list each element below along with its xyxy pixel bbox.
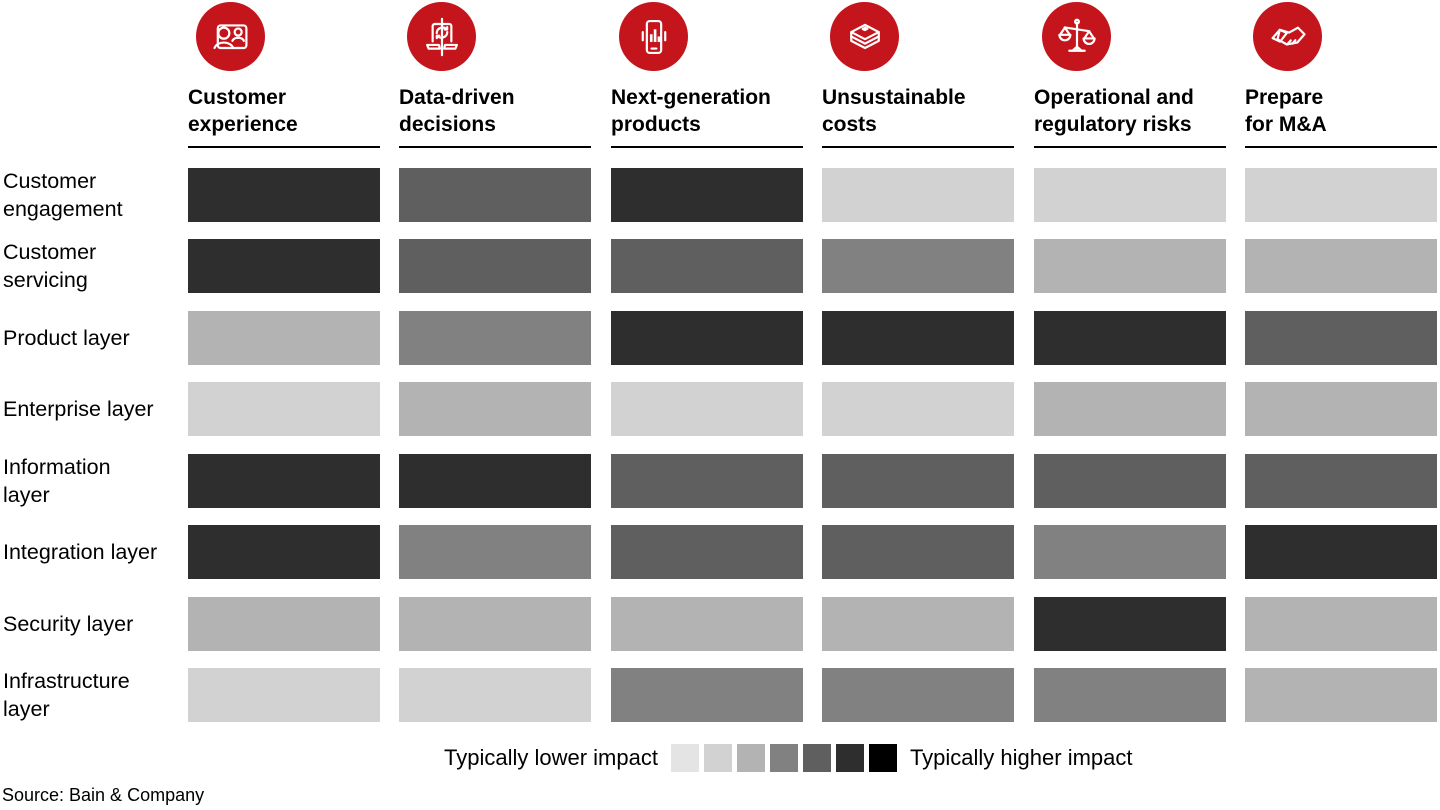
heatmap-grid [188,168,1437,722]
scales-icon [1057,18,1096,52]
legend-swatch [736,744,765,772]
banknote-stack-icon [849,23,880,49]
legend-swatch [835,744,864,772]
heatmap-cell [1034,454,1226,508]
column-header-rule [822,146,1014,148]
legend-scale [670,744,897,772]
heatmap-cell [611,311,803,365]
heatmap-cell [822,597,1014,651]
heatmap-cell [188,597,380,651]
heatmap-cell [399,668,591,722]
legend-higher-label: Typically higher impact [909,745,1133,770]
row-label: Information layer [3,455,111,507]
heatmap-cell [822,168,1014,222]
column-header-label: Customer experience [188,86,298,136]
heatmap-cell [188,239,380,293]
heatmap-cell [611,239,803,293]
phone-chart-icon [641,19,666,54]
heatmap-cell [1245,525,1437,579]
heatmap-cell [611,382,803,436]
heatmap-cell [822,454,1014,508]
heatmap-cell [611,525,803,579]
column-header-label: Prepare for M&A [1245,86,1327,136]
heatmap-cell [1034,382,1226,436]
column-header-rule [611,146,803,148]
heatmap-cell [399,454,591,508]
heatmap-cell [1245,382,1437,436]
heatmap-cell [822,382,1014,436]
column-header-rule [188,146,380,148]
heatmap-cell [1245,239,1437,293]
heatmap-cell [1245,597,1437,651]
heatmap-cell [1034,311,1226,365]
heatmap-cell [399,168,591,222]
heatmap-cell [399,597,591,651]
heatmap-cell [399,525,591,579]
heatmap-cell [611,668,803,722]
row-label: Infrastructure layer [3,669,130,721]
customer-experience-icon [212,23,247,49]
heatmap-cell [611,454,803,508]
heatmap-cell [1245,454,1437,508]
heatmap-cell [1034,239,1226,293]
column-header-label: Unsustainable costs [822,86,966,136]
column-icon-circle [830,2,899,71]
row-label: Integration layer [3,540,158,564]
legend-swatch [769,744,798,772]
column-header-rule [399,146,591,148]
column-header-label: Next-generation products [611,86,771,136]
column-header-label: Operational and regulatory risks [1034,86,1194,136]
heatmap-cell [188,382,380,436]
column-header-rule [1245,146,1437,148]
row-label: Enterprise layer [3,397,154,421]
heatmap-cell [399,311,591,365]
column-icon-circle [1042,2,1111,71]
heatmap-cell [188,168,380,222]
handshake-icon [1271,26,1306,46]
legend-swatch [703,744,732,772]
column-icon-circle [196,2,265,71]
column-header-rule [1034,146,1226,148]
legend-swatch [670,744,699,772]
column-icon-circle [619,2,688,71]
heatmap-cell [822,311,1014,365]
row-label: Product layer [3,326,130,350]
legend-lower-label: Typically lower impact [444,745,658,770]
heatmap-cell [1245,311,1437,365]
column-header-label: Data-driven decisions [399,86,515,136]
heatmap-cell [611,597,803,651]
heatmap-cell [1245,668,1437,722]
legend-swatch [868,744,897,772]
impact-legend: Typically lower impact Typically higher … [444,744,1133,772]
heatmap-cell [399,382,591,436]
column-headers: Customer experience Data-driven decisions… [0,0,1440,160]
heatmap-cell [822,239,1014,293]
column-icon-circle [407,2,476,71]
heatmap-cell [1034,525,1226,579]
heatmap-cell [1245,168,1437,222]
heatmap-cell [399,239,591,293]
heatmap-cell [1034,168,1226,222]
data-sync-laptop-icon [425,17,458,56]
legend-swatch [802,744,831,772]
row-label: Customer engagement [3,169,123,221]
column-icon-circle [1253,2,1322,71]
heatmap-cell [188,668,380,722]
heatmap-cell [1034,597,1226,651]
heatmap-cell [822,525,1014,579]
row-labels: Customer engagement Customer servicing Pro… [0,0,188,740]
row-label: Customer servicing [3,240,97,292]
heatmap-cell [188,311,380,365]
heatmap-cell [611,168,803,222]
row-label: Security layer [3,612,134,636]
heatmap-cell [188,454,380,508]
heatmap-cell [1034,668,1226,722]
heatmap-cell [822,668,1014,722]
source-note: Source: Bain & Company [2,785,205,805]
heatmap-cell [188,525,380,579]
